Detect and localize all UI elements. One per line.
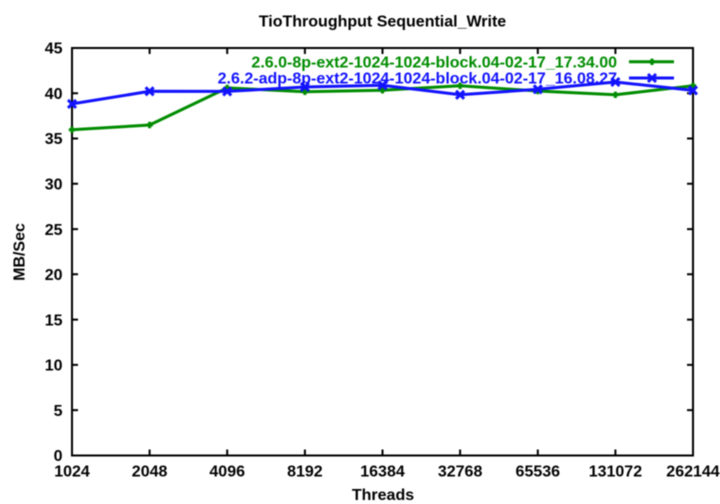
svg-text:1024: 1024 [54,464,90,481]
svg-text:0: 0 [54,448,63,465]
svg-text:45: 45 [45,41,63,58]
svg-text:30: 30 [45,177,63,194]
svg-text:Threads: Threads [352,487,414,504]
svg-text:15: 15 [45,312,63,329]
svg-text:10: 10 [45,358,63,375]
svg-text:25: 25 [45,222,63,239]
svg-text:32768: 32768 [438,464,483,481]
svg-text:2.6.0-8p-ext2-1024-1024-block.: 2.6.0-8p-ext2-1024-1024-block.04-02-17_1… [251,55,617,72]
svg-text:TioThroughput Sequential_Write: TioThroughput Sequential_Write [259,14,507,31]
svg-text:65536: 65536 [516,464,561,481]
svg-text:20: 20 [45,267,63,284]
svg-text:5: 5 [54,403,63,420]
svg-text:2.6.2-adp-8p-ext2-1024-1024-bl: 2.6.2-adp-8p-ext2-1024-1024-block.04-02-… [218,71,617,88]
svg-text:2048: 2048 [132,464,168,481]
svg-text:MB/Sec: MB/Sec [12,223,29,281]
svg-text:262144: 262144 [666,464,719,481]
svg-text:8192: 8192 [287,464,323,481]
svg-text:40: 40 [45,86,63,103]
svg-text:4096: 4096 [209,464,245,481]
svg-text:35: 35 [45,131,63,148]
svg-text:131072: 131072 [589,464,642,481]
svg-text:16384: 16384 [360,464,405,481]
